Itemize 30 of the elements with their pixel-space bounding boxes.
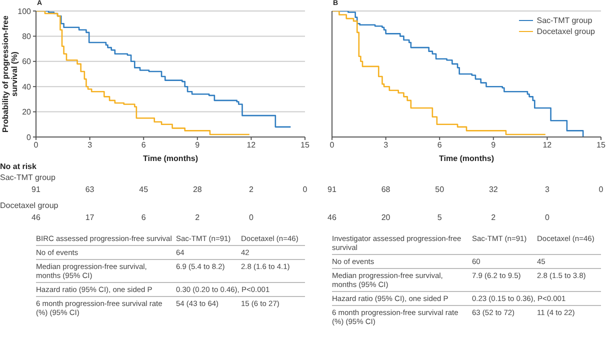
x-tick-label: 12 <box>542 140 552 150</box>
x-tick-label: 3 <box>88 140 93 150</box>
x-tick-label: 6 <box>141 140 146 150</box>
y-tick-label: 80 <box>22 32 32 42</box>
y-tick-label: 100 <box>18 6 32 16</box>
x-tick-label: 3 <box>384 140 389 150</box>
text: 91 68 50 32 3 0 <box>328 185 604 194</box>
text: Docetaxel group <box>0 201 60 212</box>
x-tick-label: 6 <box>437 140 442 150</box>
y-tick-label: 40 <box>22 82 32 92</box>
x-tick-label: 0 <box>34 140 39 150</box>
y-axis-title: Probability of progression-free survival (%) <box>1 14 19 134</box>
x-tick-label: 15 <box>596 140 606 150</box>
text: 46 17 6 2 0 <box>32 213 254 222</box>
text: 91 63 45 28 2 0 <box>32 185 308 194</box>
x-tick-label: 15 <box>300 140 310 150</box>
x-tick-label: 9 <box>195 140 200 150</box>
legend-label: Sac-TMT group <box>536 15 592 26</box>
text: 46 20 5 2 0 <box>328 213 550 222</box>
y-tick-label: 0 <box>26 132 32 142</box>
x-axis-title: Time (months) <box>438 154 495 163</box>
legend-label: Docetaxel group <box>536 26 595 37</box>
y-tick-label: 60 <box>22 57 32 66</box>
x-tick-label: 9 <box>491 140 496 150</box>
text: Sac-TMT group <box>0 173 56 184</box>
x-tick-label: 12 <box>246 140 256 150</box>
x-tick-label: 0 <box>330 140 335 150</box>
y-tick-label: 20 <box>22 108 32 117</box>
text: No at risk <box>0 162 38 173</box>
x-axis-title: Time (months) <box>142 154 199 163</box>
